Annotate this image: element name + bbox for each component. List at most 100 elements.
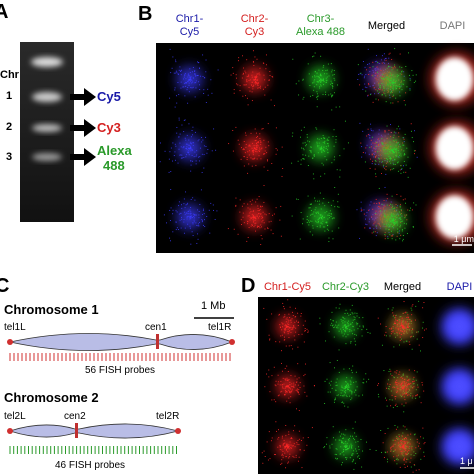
speckle xyxy=(384,335,385,336)
speckle xyxy=(258,73,259,74)
speckle xyxy=(190,218,191,219)
speckle xyxy=(376,450,377,451)
speckle xyxy=(190,228,191,229)
speckle xyxy=(289,454,290,455)
speckle xyxy=(422,384,423,385)
speckle xyxy=(252,88,253,89)
speckle xyxy=(389,95,390,96)
speckle xyxy=(368,95,369,96)
speckle xyxy=(378,394,379,395)
probe-count: 46 FISH probes xyxy=(55,460,125,471)
speckle xyxy=(201,189,202,190)
speckle xyxy=(352,461,353,462)
speckle xyxy=(404,228,405,229)
speckle xyxy=(263,75,264,76)
speckle xyxy=(179,201,180,202)
speckle xyxy=(406,438,407,439)
speckle xyxy=(376,199,377,200)
speckle xyxy=(407,435,408,436)
speckle xyxy=(364,77,365,78)
speckle xyxy=(416,332,417,333)
speckle xyxy=(403,199,404,200)
speckle xyxy=(244,203,245,204)
speckle xyxy=(397,458,398,459)
speckle xyxy=(204,154,205,155)
speckle xyxy=(178,136,179,137)
speckle xyxy=(336,459,337,460)
speckle xyxy=(303,97,304,98)
speckle xyxy=(198,217,199,218)
speckle xyxy=(395,67,396,68)
speckle xyxy=(201,219,202,220)
speckle xyxy=(336,454,337,455)
speckle xyxy=(385,433,386,434)
speckle xyxy=(328,145,329,146)
speckle xyxy=(408,52,409,53)
speckle xyxy=(320,75,321,76)
speckle xyxy=(183,147,184,148)
speckle xyxy=(405,321,406,322)
speckle xyxy=(248,237,249,238)
chromosome xyxy=(7,333,235,350)
speckle xyxy=(203,225,204,226)
speckle xyxy=(187,103,188,104)
speckle xyxy=(401,440,402,441)
speckle xyxy=(252,143,253,144)
speckle xyxy=(190,226,191,227)
speckle xyxy=(404,223,405,224)
speckle xyxy=(387,406,388,407)
speckle xyxy=(274,367,275,368)
speckle xyxy=(384,224,385,225)
speckle xyxy=(400,206,401,207)
speckle xyxy=(261,216,262,217)
speckle xyxy=(257,215,258,216)
speckle xyxy=(264,222,265,223)
speckle xyxy=(346,446,347,447)
speckle xyxy=(408,384,409,385)
speckle xyxy=(314,198,315,199)
speckle xyxy=(308,437,309,438)
speckle xyxy=(256,75,257,76)
speckle xyxy=(327,225,328,226)
speckle xyxy=(406,215,407,216)
speckle xyxy=(386,166,387,167)
speckle xyxy=(170,171,171,172)
speckle xyxy=(406,459,407,460)
speckle xyxy=(228,143,229,144)
speckle xyxy=(203,93,204,94)
speckle xyxy=(198,225,199,226)
speckle xyxy=(336,382,337,383)
speckle xyxy=(400,225,401,226)
speckle xyxy=(292,329,293,330)
speckle xyxy=(295,384,296,385)
speckle xyxy=(335,325,336,326)
speckle xyxy=(387,205,388,206)
speckle xyxy=(376,225,377,226)
speckle xyxy=(393,82,394,83)
speckle xyxy=(256,76,257,77)
speckle xyxy=(341,331,342,332)
speckle xyxy=(289,345,290,346)
speckle xyxy=(333,327,334,328)
speckle xyxy=(422,307,423,308)
speckle xyxy=(379,224,380,225)
speckle xyxy=(252,148,253,149)
speckle xyxy=(233,151,234,152)
speckle xyxy=(375,163,376,164)
speckle xyxy=(379,129,380,130)
speckle xyxy=(392,67,393,68)
speckle xyxy=(310,215,311,216)
speckle xyxy=(418,301,419,302)
speckle xyxy=(253,61,254,62)
speckle xyxy=(400,204,401,205)
speckle xyxy=(394,148,395,149)
speckle xyxy=(385,187,386,188)
speckle xyxy=(339,431,340,432)
speckle xyxy=(334,80,335,81)
speckle xyxy=(377,232,378,233)
speckle xyxy=(264,167,265,168)
speckle xyxy=(296,408,297,409)
speckle xyxy=(331,216,332,217)
speckle xyxy=(289,327,290,328)
speckle xyxy=(265,87,266,88)
